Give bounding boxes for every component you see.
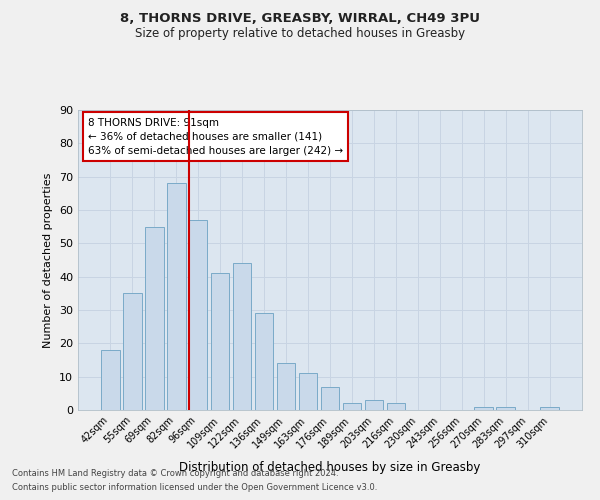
Bar (475, 406, 493, 410)
Bar (320, 386, 340, 410)
Bar (496, 406, 515, 410)
Bar (343, 404, 361, 410)
Text: Size of property relative to detached houses in Greasby: Size of property relative to detached ho… (135, 28, 465, 40)
Text: 8, THORNS DRIVE, GREASBY, WIRRAL, CH49 3PU: 8, THORNS DRIVE, GREASBY, WIRRAL, CH49 3… (120, 12, 480, 26)
Bar (299, 374, 317, 410)
Bar (277, 364, 295, 410)
Bar (145, 226, 164, 410)
Bar (255, 314, 274, 410)
Y-axis label: Number of detached properties: Number of detached properties (43, 172, 53, 348)
Bar (386, 404, 405, 410)
Bar (167, 184, 185, 410)
Bar (365, 400, 383, 410)
Text: Contains public sector information licensed under the Open Government Licence v3: Contains public sector information licen… (12, 484, 377, 492)
Bar (233, 264, 251, 410)
Bar (189, 220, 208, 410)
Bar (211, 274, 229, 410)
Bar (101, 350, 119, 410)
Bar (541, 406, 559, 410)
Text: Contains HM Land Registry data © Crown copyright and database right 2024.: Contains HM Land Registry data © Crown c… (12, 468, 338, 477)
X-axis label: Distribution of detached houses by size in Greasby: Distribution of detached houses by size … (179, 461, 481, 474)
Text: 8 THORNS DRIVE: 91sqm
← 36% of detached houses are smaller (141)
63% of semi-det: 8 THORNS DRIVE: 91sqm ← 36% of detached … (88, 118, 343, 156)
Bar (123, 294, 142, 410)
